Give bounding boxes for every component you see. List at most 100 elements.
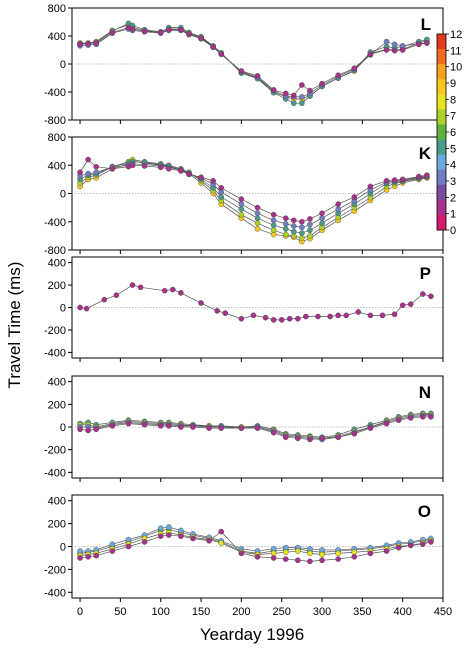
data-point	[286, 315, 293, 322]
colorbar-swatch	[437, 154, 446, 170]
data-point	[238, 315, 245, 322]
panel-letter: N	[419, 383, 431, 402]
data-point	[93, 163, 99, 170]
y-tick-label: -400	[44, 587, 66, 599]
data-point	[129, 162, 136, 169]
data-point	[307, 436, 313, 443]
data-point	[351, 430, 358, 437]
data-point	[319, 80, 325, 87]
data-point	[383, 420, 390, 427]
data-point	[295, 435, 301, 442]
y-tick-label: 0	[60, 303, 66, 315]
y-tick-label: -800	[44, 115, 66, 127]
colorbar-tick-label: 10	[450, 62, 462, 74]
y-tick-label: -400	[44, 347, 66, 359]
data-point	[178, 26, 184, 33]
y-tick-label: 400	[48, 31, 66, 43]
data-point	[299, 82, 305, 88]
data-point	[367, 425, 374, 431]
data-point	[391, 47, 398, 54]
data-point	[125, 543, 132, 550]
colorbar-tick-label: 12	[450, 29, 462, 41]
data-point	[391, 311, 398, 318]
data-point	[395, 544, 402, 551]
y-tick-label: -200	[44, 445, 66, 457]
y-tick-label: 0	[60, 542, 66, 554]
data-point	[198, 35, 204, 41]
data-point	[319, 215, 325, 222]
data-point	[254, 215, 261, 222]
data-point	[290, 223, 297, 229]
data-point	[157, 164, 164, 171]
x-tick-label: 300	[313, 606, 331, 618]
data-point	[270, 317, 277, 323]
data-point	[186, 171, 192, 178]
data-point	[319, 435, 325, 442]
colorbar-tick-label: 6	[450, 127, 456, 139]
data-point	[161, 287, 168, 294]
data-point	[141, 539, 148, 545]
data-point	[218, 185, 225, 191]
series-line	[80, 27, 427, 96]
data-point	[416, 173, 422, 180]
panel-letter: K	[419, 144, 432, 163]
x-axis-title: Yearday 1996	[200, 625, 304, 644]
data-point	[282, 231, 289, 238]
data-point	[424, 40, 430, 46]
data-point	[407, 415, 414, 421]
data-point	[428, 293, 434, 300]
y-tick-label: -200	[44, 325, 66, 337]
data-point	[295, 557, 301, 564]
data-point	[238, 425, 245, 431]
data-point	[238, 196, 245, 202]
y-tick-label: -400	[44, 87, 66, 99]
panel-letter: P	[420, 264, 431, 283]
data-point	[282, 90, 289, 97]
x-tick-label: 250	[273, 606, 291, 618]
data-point	[238, 201, 245, 207]
data-point	[383, 177, 390, 184]
data-point	[77, 555, 83, 561]
data-point	[270, 222, 277, 229]
y-tick-label: 400	[48, 377, 66, 389]
panel-l: 800 400 0 -400 -800 L	[44, 3, 444, 127]
colorbar-swatch	[437, 124, 446, 140]
data-point	[125, 420, 132, 427]
data-point	[383, 47, 390, 53]
y-tick-label: -800	[44, 245, 66, 257]
data-point	[157, 423, 164, 429]
y-tick-label: -200	[44, 564, 66, 576]
data-point	[307, 87, 313, 94]
data-point	[299, 94, 305, 100]
data-point	[290, 100, 297, 106]
data-point	[206, 537, 212, 544]
data-point	[93, 40, 99, 46]
colorbar-swatch	[437, 139, 446, 155]
data-point	[186, 31, 192, 37]
data-point	[335, 556, 341, 562]
panel-k: 800 400 0 -400 -800 K	[44, 132, 444, 257]
data-point	[282, 215, 289, 222]
data-point	[282, 556, 289, 562]
x-tick-label: 400	[393, 606, 411, 618]
data-point	[399, 47, 406, 53]
y-tick-label: -400	[44, 467, 66, 479]
data-point	[165, 26, 172, 33]
data-point	[367, 550, 374, 557]
data-point	[299, 230, 305, 236]
data-point	[351, 554, 358, 560]
data-point	[315, 313, 321, 320]
data-point	[214, 308, 220, 314]
data-point	[290, 217, 297, 224]
panel-letter: O	[418, 502, 431, 521]
data-point	[299, 235, 305, 241]
data-point	[407, 301, 414, 307]
data-point	[299, 218, 305, 225]
y-tick-label: 400	[48, 496, 66, 508]
data-point	[270, 227, 277, 234]
y-tick-label: 800	[48, 132, 66, 144]
colorbar-swatch	[437, 199, 446, 216]
data-point	[157, 29, 164, 36]
data-point	[351, 194, 358, 200]
